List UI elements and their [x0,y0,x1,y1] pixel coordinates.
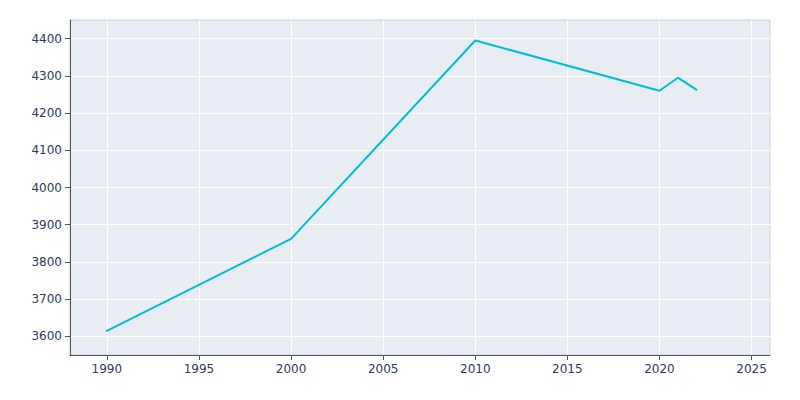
svg-text:2010: 2010 [460,362,491,376]
svg-text:4200: 4200 [31,106,62,120]
svg-text:3600: 3600 [31,329,62,343]
svg-text:4000: 4000 [31,181,62,195]
svg-text:2025: 2025 [736,362,767,376]
svg-text:2005: 2005 [368,362,399,376]
svg-text:3800: 3800 [31,255,62,269]
svg-text:3900: 3900 [31,218,62,232]
svg-text:4400: 4400 [31,32,62,46]
svg-text:2015: 2015 [552,362,583,376]
svg-text:4100: 4100 [31,143,62,157]
svg-text:4300: 4300 [31,69,62,83]
svg-text:1995: 1995 [184,362,215,376]
svg-text:1990: 1990 [92,362,123,376]
svg-text:2020: 2020 [644,362,675,376]
svg-text:3700: 3700 [31,292,62,306]
svg-text:2000: 2000 [276,362,307,376]
